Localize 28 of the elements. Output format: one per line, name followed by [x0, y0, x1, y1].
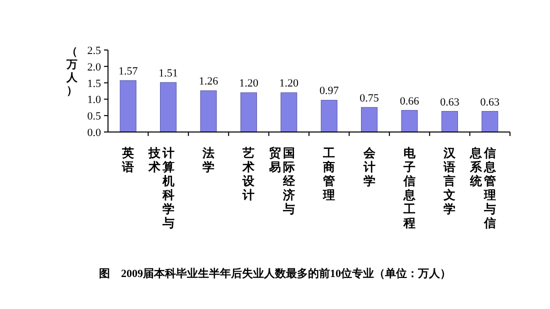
x-tick-label: 电子信息工程: [402, 146, 416, 230]
category-label: 信息管理与信息系统: [470, 146, 496, 230]
x-tick-label: 英语: [121, 146, 136, 176]
data-label: 0.66: [400, 95, 420, 108]
x-tick-label: 艺术设计: [242, 146, 256, 204]
data-label: 1.20: [279, 78, 300, 90]
y-tick-label: 0.5: [87, 110, 102, 123]
x-tick-label: 法学: [202, 146, 216, 176]
category-label: 国际经济与贸易: [268, 146, 295, 216]
x-tick-label: 汉语言文学: [442, 146, 457, 218]
data-label: 0.63: [480, 96, 500, 108]
y-tick-label: 2.5: [87, 45, 102, 57]
x-tick-label: 会计学: [362, 146, 376, 190]
y-axis-title: （万人）: [66, 46, 78, 97]
data-label: 1.26: [198, 76, 219, 88]
y-tick-label: 0.0: [87, 127, 102, 139]
text: 图 2009届本科毕业生半年后失业人数最多的前10位专业（单位：万人）: [99, 267, 451, 280]
data-label: 1.51: [158, 67, 178, 80]
data-label: 1.57: [118, 66, 138, 78]
data-label: 0.97: [319, 85, 340, 98]
y-tick-label: 1.0: [87, 94, 102, 106]
y-tick-label: 1.5: [87, 78, 102, 90]
category-label: 计算机科学与技术: [148, 146, 174, 230]
x-tick-label: 工商管理: [322, 146, 336, 204]
data-label: 0.63: [440, 96, 460, 108]
data-label: 0.75: [360, 92, 380, 104]
data-label: 1.20: [239, 78, 259, 90]
y-tick-label: 2.0: [87, 61, 102, 74]
